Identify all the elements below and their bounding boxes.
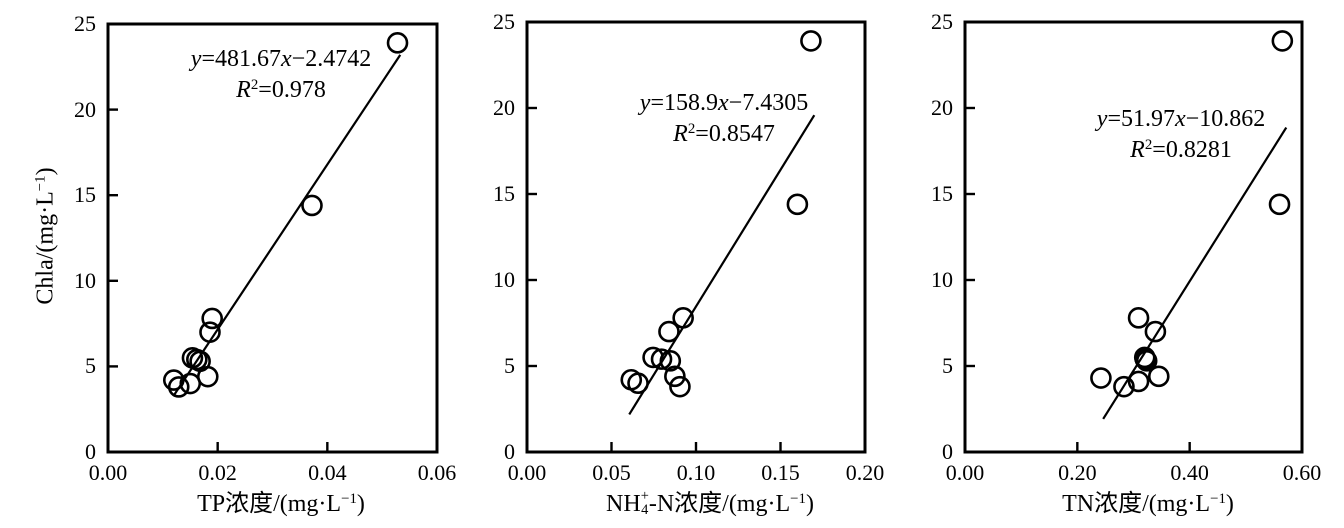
data-point — [301, 194, 323, 217]
regression-equation: y=481.67x−2.4742 — [190, 46, 372, 72]
regression-annotation-tn: y=51.97x−10.862 R2=0.8281 — [1097, 104, 1265, 169]
r-squared-value: R2=0.978 — [236, 76, 326, 103]
plot-frame — [963, 20, 1304, 454]
x-axis-title-tp: TP浓度/(mg·L−1) — [197, 490, 365, 517]
data-point — [386, 32, 409, 54]
regression-annotation-nh4n: y=158.9x−7.4305 R2=0.8547 — [640, 88, 808, 153]
data-point — [786, 193, 809, 216]
nh4-sub-sup-stack: +4 — [640, 487, 649, 518]
x-axis-title-nh4n: NH +4 -N浓度/(mg·L−1) — [606, 487, 814, 518]
data-point — [1127, 307, 1150, 329]
data-point — [1127, 370, 1150, 393]
data-point — [664, 365, 686, 388]
data-point — [199, 321, 221, 343]
data-point — [1271, 30, 1294, 52]
data-point — [1268, 193, 1291, 216]
x-axis-title-tn: TN浓度/(mg·L−1) — [1062, 490, 1234, 517]
data-point — [650, 348, 673, 370]
y-axis-title-chla: Chla/(mg·L−1) — [32, 167, 59, 305]
data-point — [659, 350, 682, 372]
plot-frame — [106, 22, 439, 454]
data-point — [672, 307, 694, 329]
trend-line — [172, 54, 402, 397]
data-point — [1144, 320, 1167, 343]
data-point — [1113, 375, 1135, 398]
r-squared-value: R2=0.8281 — [1130, 136, 1232, 163]
regression-equation: y=158.9x−7.4305 — [639, 90, 809, 116]
data-point — [658, 320, 680, 343]
data-point — [669, 375, 691, 398]
regression-equation: y=51.97x−10.862 — [1096, 106, 1266, 132]
data-point — [167, 376, 190, 398]
data-point — [1147, 365, 1170, 388]
r-squared-value: R2=0.8547 — [673, 120, 775, 147]
data-point — [1134, 348, 1157, 370]
data-point — [201, 307, 223, 330]
data-point — [1090, 367, 1112, 389]
data-point — [800, 30, 822, 52]
regression-annotation-tp: y=481.67x−2.4742 R2=0.978 — [191, 44, 371, 109]
data-point — [627, 372, 649, 395]
trend-line — [1102, 126, 1288, 420]
data-point — [196, 365, 219, 388]
